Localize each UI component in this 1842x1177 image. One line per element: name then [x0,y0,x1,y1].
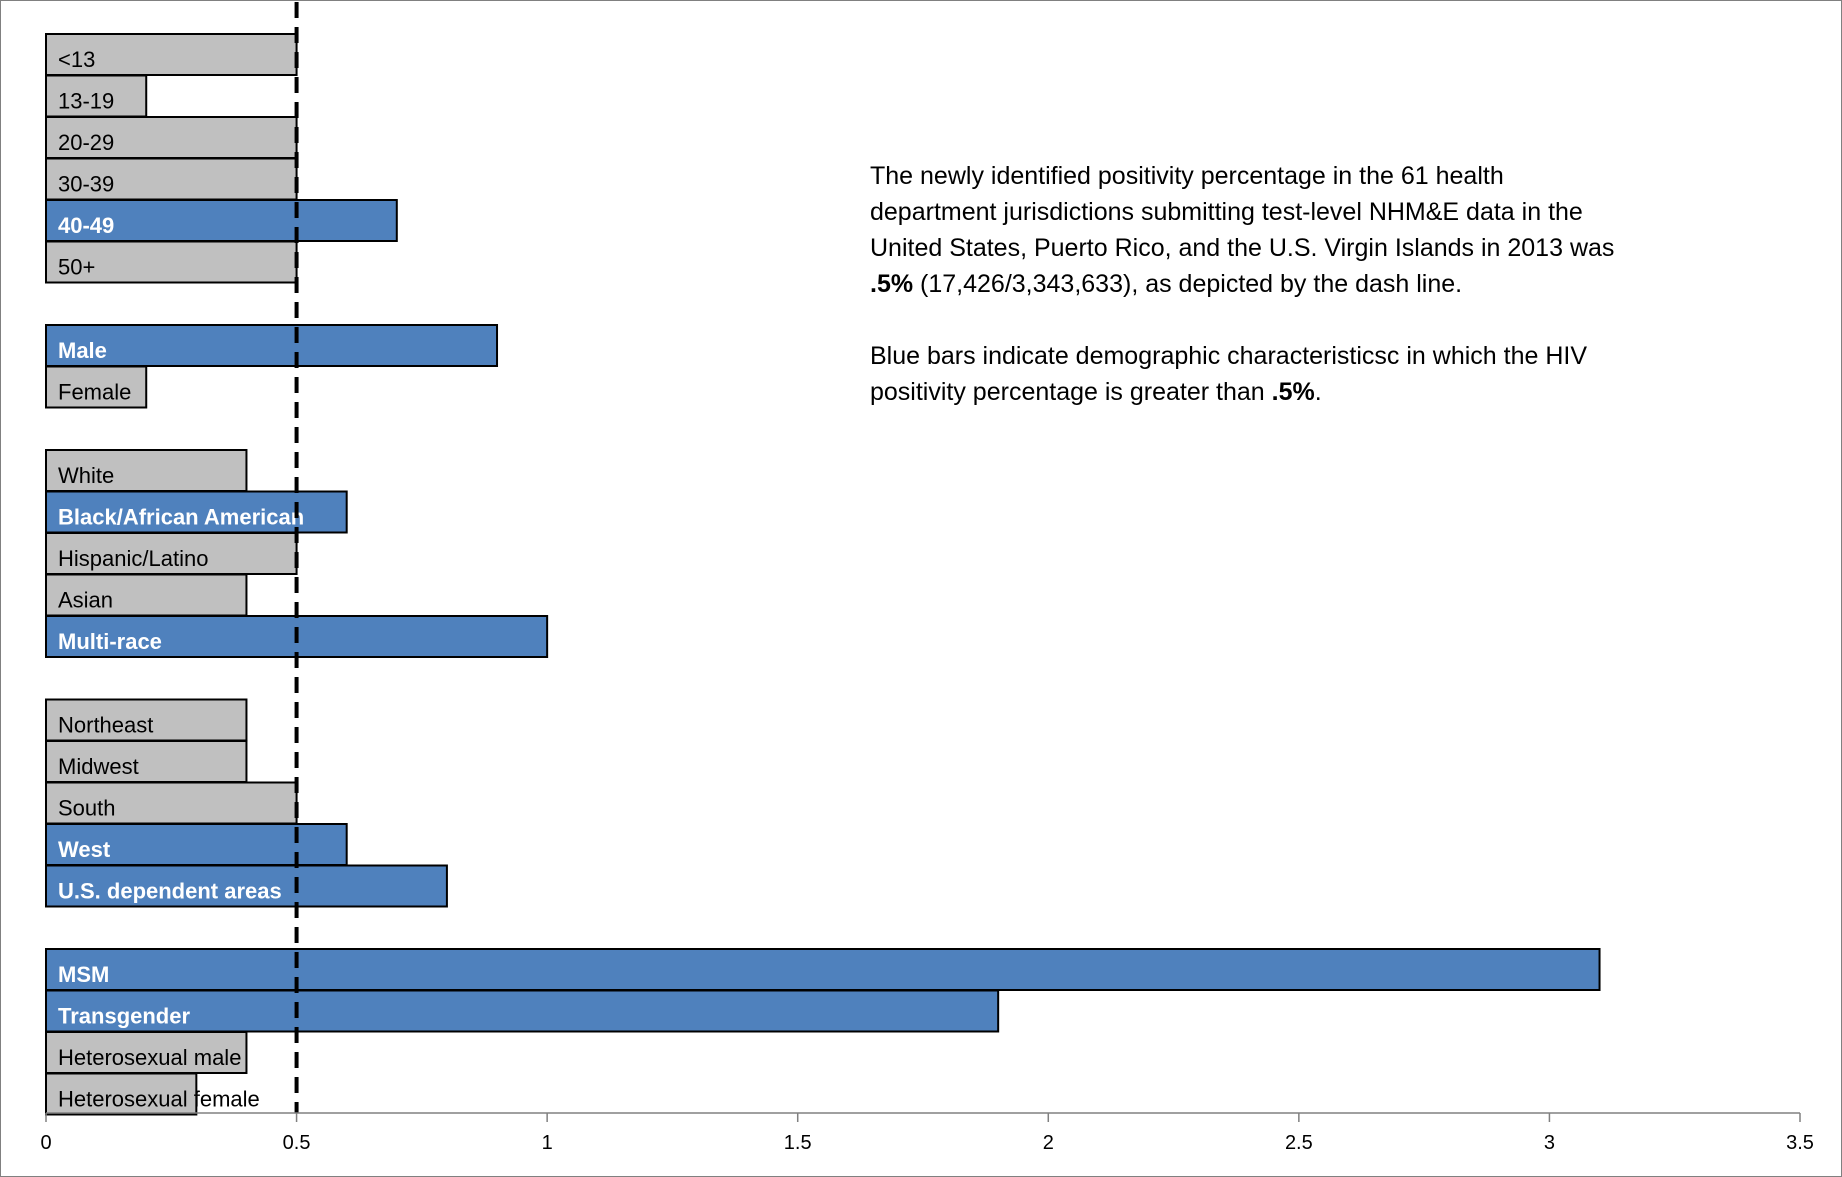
bar [45,365,148,409]
x-tick-label: 2.5 [1285,1132,1313,1154]
bar-label: U.S. dependent areas [58,879,282,904]
annotation-paragraph-2: Blue bars indicate demographic character… [870,342,1588,406]
bar-label: Male [58,338,107,363]
bar [45,740,248,783]
bar [45,1072,198,1116]
x-tick-label: 3 [1544,1132,1555,1154]
bar-label: Heterosexual male [58,1045,241,1070]
bar [45,1031,248,1074]
bar [45,532,298,575]
bar-label: South [58,796,116,821]
bar-label: Female [58,380,131,405]
bar [45,781,298,825]
chart-annotation: The newly identified positivity percenta… [870,158,1630,446]
bar-label: 20-29 [58,130,114,155]
annotation-paragraph-1: The newly identified positivity percenta… [870,162,1615,298]
bar-label: Hispanic/Latino [58,546,208,571]
bar-label: White [58,463,114,488]
x-tick-label: 0 [40,1132,51,1154]
x-tick-label: 1.5 [784,1132,812,1154]
bar-label: MSM [58,962,109,987]
x-tick-label: 0.5 [283,1132,311,1154]
bar-label: Black/African American [58,505,304,530]
bar-labels-layer: <13 13-19 20-29 30-39 40-49 50+ Male Female Whit… [58,47,304,1112]
bar [45,864,448,908]
bar [45,240,298,284]
x-axis-ticks: 0 0.5 1 1.5 2 2.5 3 3.5 [40,1113,1814,1154]
x-tick-label: 2 [1043,1132,1054,1154]
bar-label: 13-19 [58,89,114,114]
bar-label: Transgender [58,1004,190,1029]
bar [45,33,298,76]
bar-label: West [58,837,111,862]
bar [45,199,398,242]
bar-label: 30-39 [58,172,114,197]
bar-label: Asian [58,588,113,613]
bar-label: Multi-race [58,629,162,654]
bar [45,989,1000,1033]
bar-label: <13 [58,47,95,72]
bar [45,324,499,367]
bars-layer [45,33,1601,1116]
bar-label: 50+ [58,255,95,280]
x-tick-label: 3.5 [1786,1132,1814,1154]
x-tick-label: 1 [542,1132,553,1154]
bar [45,948,1601,991]
bar-label: 40-49 [58,213,114,238]
bar-label: Heterosexual female [58,1087,260,1112]
bar [45,449,248,492]
bar-label: Midwest [58,754,139,779]
bar-label: Northeast [58,713,153,738]
